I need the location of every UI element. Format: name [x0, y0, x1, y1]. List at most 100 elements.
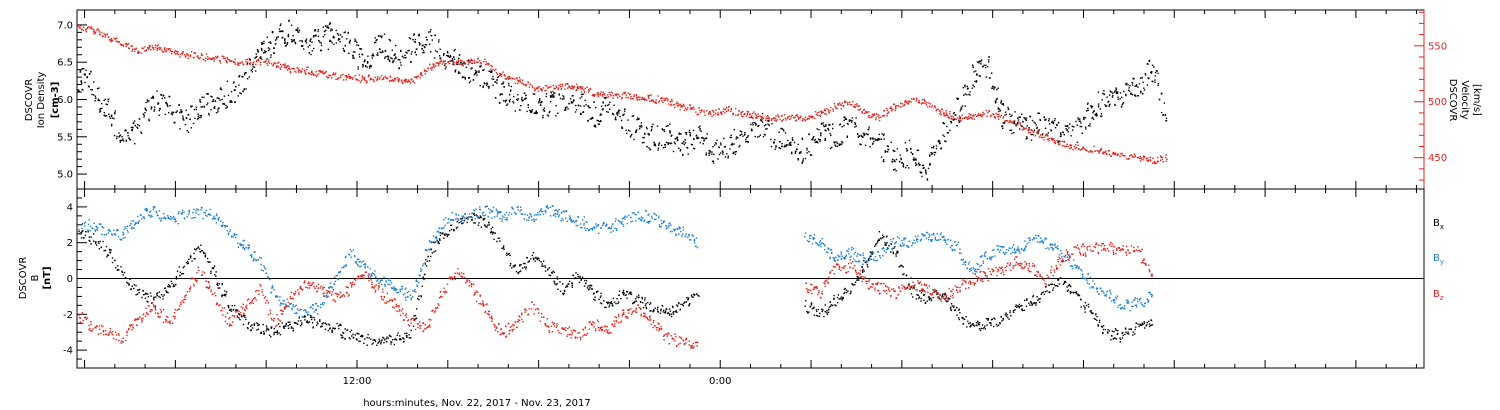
b-bx-point — [1138, 325, 1140, 328]
b-bx-point — [489, 232, 492, 234]
velocity-point — [637, 96, 640, 98]
velocity-point — [632, 98, 634, 100]
density-point — [552, 94, 554, 96]
b-bx-point — [244, 316, 246, 318]
b-bx-point — [400, 338, 402, 341]
velocity-point — [1094, 150, 1096, 152]
b-bx-point — [1077, 294, 1079, 297]
b-bx-point — [285, 323, 287, 325]
density-point — [223, 95, 226, 97]
velocity-point — [161, 51, 164, 53]
velocity-point — [502, 71, 504, 73]
velocity-point — [1054, 141, 1057, 143]
velocity-point — [905, 102, 908, 104]
b-bx-point — [605, 306, 607, 309]
velocity-point — [1117, 153, 1119, 155]
b-bx-point — [240, 315, 243, 317]
density-point — [284, 41, 286, 43]
density-point — [1157, 72, 1159, 75]
b-bx-point — [176, 270, 179, 272]
velocity-point — [777, 114, 779, 116]
velocity-point — [768, 117, 770, 119]
density-point — [428, 43, 431, 45]
density-point — [689, 135, 692, 137]
velocity-point — [450, 60, 452, 62]
density-point — [846, 122, 849, 125]
velocity-point — [359, 81, 362, 83]
density-point — [349, 42, 351, 44]
velocity-point — [361, 75, 364, 77]
velocity-point — [90, 26, 93, 28]
b-bx-point — [556, 283, 558, 285]
density-point — [613, 104, 615, 106]
left-y-tick-label: 7.0 — [57, 20, 73, 31]
b-bx-point — [632, 302, 634, 305]
density-point — [788, 144, 790, 146]
density-point — [444, 64, 446, 67]
density-point — [1051, 120, 1054, 123]
b-bx-point — [339, 323, 341, 325]
velocity-point — [238, 64, 240, 66]
velocity-point — [553, 88, 555, 90]
velocity-point — [1003, 116, 1005, 118]
b-bx-point — [1100, 325, 1103, 327]
b-bx-point — [242, 315, 245, 317]
density-point — [775, 145, 777, 147]
density-point — [980, 60, 982, 63]
b-bx-point — [544, 266, 547, 269]
density-point — [851, 117, 854, 119]
density-point — [526, 110, 528, 113]
density-point — [136, 126, 138, 128]
velocity-point — [1063, 141, 1065, 143]
density-point — [1052, 121, 1054, 124]
bottom-y-axis-unit: [nT] — [42, 266, 53, 289]
density-point — [377, 35, 380, 37]
b-bx-point — [949, 298, 951, 300]
density-point — [425, 44, 428, 46]
velocity-point — [722, 110, 724, 113]
b-bx-point — [824, 304, 826, 306]
density-point — [1081, 132, 1083, 134]
density-point — [1107, 101, 1109, 103]
density-point — [1125, 83, 1127, 85]
density-point — [1037, 131, 1040, 133]
density-point — [975, 70, 977, 72]
velocity-point — [741, 115, 743, 118]
velocity-point — [538, 86, 540, 88]
density-point — [182, 117, 184, 119]
density-point — [337, 34, 340, 36]
b-bx-point — [432, 241, 435, 243]
velocity-point — [364, 79, 366, 81]
velocity-point — [833, 103, 836, 105]
density-point — [131, 129, 134, 132]
velocity-point — [320, 70, 322, 73]
density-point — [616, 114, 619, 116]
velocity-point — [289, 70, 292, 72]
b-bx-point — [173, 285, 176, 287]
density-point — [1075, 120, 1077, 123]
density-point — [1103, 93, 1105, 95]
density-point — [755, 124, 757, 126]
velocity-point — [956, 117, 959, 119]
density-point — [1147, 77, 1150, 80]
b-bx-point — [1084, 302, 1087, 304]
b-bx-point — [290, 327, 292, 329]
density-point — [158, 109, 160, 112]
density-point — [1134, 85, 1136, 87]
b-bx-point — [944, 294, 946, 296]
b-bx-point — [337, 325, 340, 327]
velocity-point — [333, 73, 335, 76]
density-point — [212, 100, 214, 102]
b-bx-point — [687, 298, 689, 300]
b-bx-point — [367, 333, 369, 336]
velocity-point — [1048, 137, 1051, 139]
b-bx-point — [257, 324, 259, 327]
b-bx-point — [196, 247, 198, 250]
velocity-point — [1112, 153, 1114, 155]
density-point — [662, 129, 664, 131]
density-point — [242, 76, 244, 78]
b-bx-point — [1075, 293, 1078, 295]
density-point — [368, 65, 371, 68]
velocity-point — [564, 88, 566, 90]
density-point — [219, 99, 221, 101]
